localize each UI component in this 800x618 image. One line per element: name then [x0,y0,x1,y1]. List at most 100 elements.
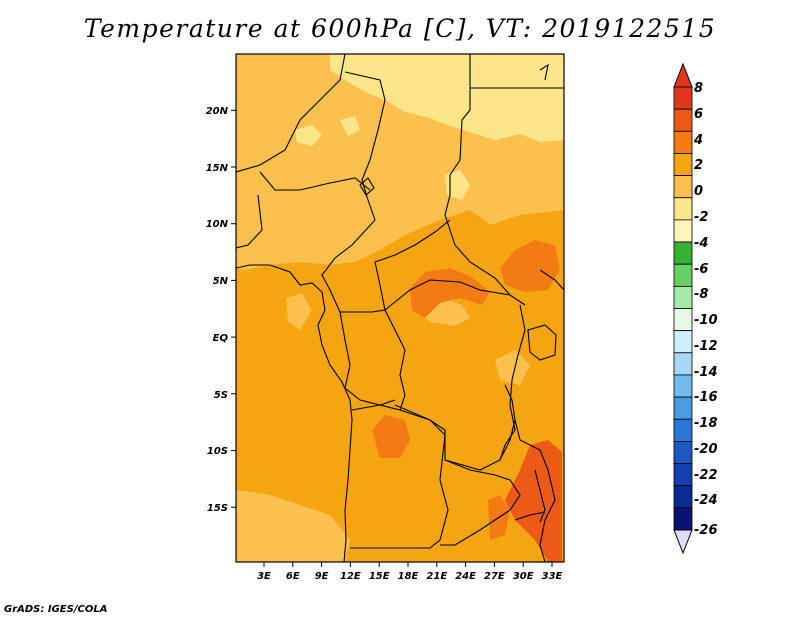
colorbar-cell [673,485,693,509]
lon-tick-label: 3E [257,571,271,582]
footer-credit: GrADS: IGES/COLA [4,604,108,615]
border-zambia [440,459,521,546]
colorbar-cell [673,86,693,110]
temperature-field [236,54,564,562]
colorbar-cell [673,285,693,309]
border-drc-west [384,309,406,411]
lat-tick-label: 10S [207,446,228,457]
colorbar-cell [673,308,693,332]
colorbar-cell [673,463,693,487]
border-drc-south [394,404,516,471]
colorbar-bottom-arrow [673,529,693,555]
colorbar-label: -6 [694,262,708,277]
border-car [374,219,451,311]
colorbar-label: -14 [694,365,718,380]
colorbar-label: 0 [694,184,703,199]
colorbar-label: -16 [694,390,718,405]
lake-victoria [527,324,557,361]
lon-tick-label: 21E [426,571,447,582]
field-light-west [286,293,312,330]
colorbar-label: 4 [693,133,703,148]
border-angola [350,404,449,549]
lat-tick-label: 5S [214,390,228,401]
map-frame [235,53,565,563]
field-pale-patch-1 [295,125,322,146]
lon-tick-label: 12E [340,571,361,582]
map-borders [236,54,564,562]
lon-tick-label: 33E [542,571,563,582]
colorbar-label: -2 [694,210,708,225]
lon-axis: 3E 6E 9E 12E 15E 18E 21E 24E 27E 30E 33E [257,562,563,582]
field-light-sw [236,490,350,562]
lat-tick-label: 20N [206,106,229,117]
lat-tick-label: 15N [206,163,229,174]
lon-tick-label: 24E [455,571,476,582]
field-pale-patch-2 [445,170,470,200]
colorbar-label: 2 [694,158,703,173]
colorbar-cell [673,108,693,132]
colorbar-cell [673,507,693,531]
colorbar-cell [673,374,693,398]
lon-tick-label: 15E [369,571,390,582]
lake-chad [359,177,375,196]
lake-tanganyika [504,384,521,441]
colorbar-cell [673,153,693,176]
border-west-small [236,194,263,249]
colorbar-cell [673,197,693,221]
field-pale-patch-3 [340,116,360,136]
colorbar: 8 6 4 2 0 -2 -4 -6 -8 -10 -12 -14 -16 -1… [673,62,718,555]
colorbar-label: -24 [694,493,718,508]
colorbar-top-arrow [673,62,693,88]
red-sea-coast [539,63,549,81]
east-border-1 [539,269,564,291]
field-light-east [495,350,530,385]
colorbar-label: -26 [694,523,718,538]
field-warm-3 [372,415,410,458]
lon-tick-label: 30E [513,571,534,582]
colorbar-cell [673,241,693,265]
colorbar-cell [673,352,693,376]
lat-axis: 20N 15N 10N 5N EQ 5S 10S 15S [206,106,236,514]
lon-tick-label: 6E [286,571,300,582]
colorbar-labels: 8 6 4 2 0 -2 -4 -6 -8 -10 -12 -14 -16 -1… [693,81,718,538]
border-nw-2 [344,71,386,221]
lon-tick-label: 9E [315,571,329,582]
chart-title: Temperature at 600hPa [C], VT: 201912251… [83,14,717,43]
colorbar-cell [673,130,693,154]
field-pale-north [330,54,564,142]
colorbar-label: -10 [694,313,718,328]
colorbar-label: 8 [694,81,703,96]
border-cameroon [321,219,386,313]
lat-tick-label: EQ [213,333,229,344]
border-nigeria [259,171,371,191]
border-nw-1 [236,54,346,173]
colorbar-label: 6 [694,107,703,122]
colorbar-cell [673,263,693,287]
lat-tick-label: 15S [207,503,228,514]
colorbar-label: -22 [694,468,718,483]
colorbar-cells [673,86,693,531]
colorbar-cell [673,440,693,464]
lake-malawi [534,469,546,523]
colorbar-label: -12 [694,339,718,354]
colorbar-cell [673,219,693,243]
border-north [444,54,511,296]
colorbar-cell [673,175,693,199]
colorbar-label: -4 [694,236,708,251]
colorbar-label: -20 [694,442,718,457]
colorbar-label: -8 [694,287,708,302]
colorbar-cell [673,418,693,442]
border-car-south [384,279,526,311]
lon-tick-label: 27E [484,571,505,582]
lon-tick-label: 18E [398,571,419,582]
colorbar-label: -18 [694,416,718,431]
lake-kariba [514,511,546,521]
colorbar-cell [673,330,693,354]
colorbar-cell [673,396,693,420]
border-east-lakes [499,304,526,461]
field-warm-2 [500,240,560,292]
border-mozambique [519,439,556,562]
lat-tick-label: 10N [206,219,229,230]
lat-tick-label: 5N [213,276,229,287]
